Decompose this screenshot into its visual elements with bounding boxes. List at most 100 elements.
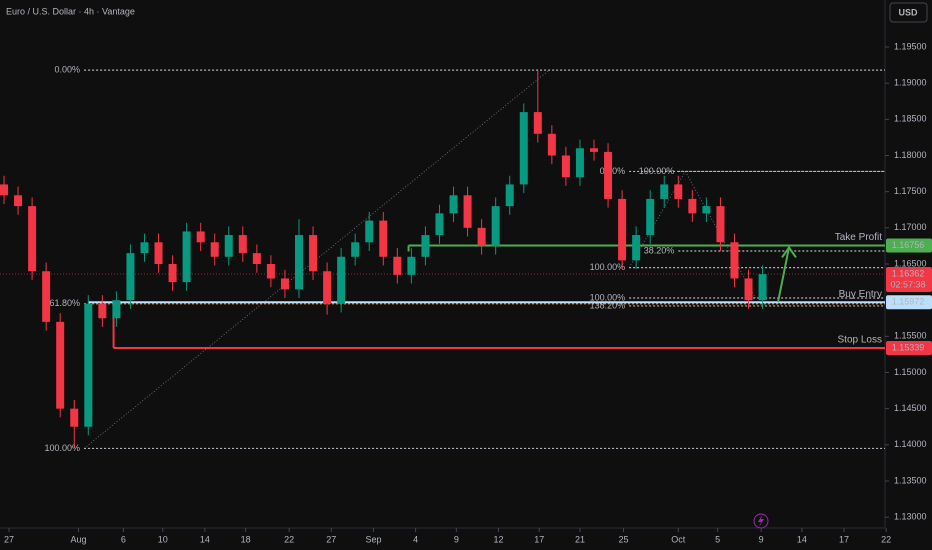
- candle-body: [266, 264, 275, 279]
- candle-body: [716, 206, 725, 243]
- candle-body: [168, 264, 177, 283]
- x-tick-label: 14: [797, 534, 807, 544]
- candle-body: [463, 195, 472, 228]
- candle-body: [744, 278, 753, 301]
- price-tag-label: 1.16756: [892, 240, 925, 250]
- candle-body: [112, 300, 121, 319]
- currency-button[interactable]: [889, 2, 928, 23]
- level-name: Stop Loss: [838, 335, 882, 346]
- fib-label: 0.00%: [600, 166, 626, 176]
- candle-body: [196, 231, 205, 243]
- x-tick-label: 12: [493, 534, 503, 544]
- candle-body: [182, 231, 191, 283]
- fib-label: 100.00%: [45, 443, 81, 453]
- candle-body: [154, 242, 163, 264]
- candle-body: [224, 235, 233, 257]
- price-tag: [886, 295, 932, 310]
- x-tick-label: 22: [284, 534, 294, 544]
- x-tick-label: Sep: [365, 534, 381, 544]
- x-tick-label: 17: [534, 534, 544, 544]
- x-tick-label: 5: [715, 534, 720, 544]
- fib-label: 100.00%: [590, 262, 626, 272]
- candle-body: [0, 184, 8, 196]
- target-arrow: [777, 245, 797, 303]
- candle-body: [365, 220, 374, 243]
- fib-label: 0.00%: [55, 65, 81, 75]
- candle-body: [309, 235, 318, 272]
- x-tick-label: 17: [839, 534, 849, 544]
- candle-body: [84, 303, 93, 427]
- x-tick-label: 4: [413, 534, 418, 544]
- x-tick-label: 10: [158, 534, 168, 544]
- y-tick-label: 1.18500: [894, 114, 927, 124]
- price-tag-label: 1.15339: [892, 342, 925, 352]
- candle-body: [56, 321, 65, 409]
- candle-body: [519, 112, 528, 185]
- candle-body: [702, 206, 711, 214]
- price-tag: [886, 238, 932, 253]
- x-tick-label: 21: [575, 534, 585, 544]
- candle-body: [547, 133, 556, 156]
- candle-body: [421, 235, 430, 257]
- fib-trendline: [83, 69, 550, 449]
- y-tick-label: 1.14500: [894, 403, 927, 413]
- y-tick-label: 1.17500: [894, 186, 927, 196]
- candle-body: [28, 206, 37, 272]
- y-tick-label: 1.19500: [894, 41, 927, 51]
- x-tick-label: 22: [881, 534, 891, 544]
- candle-body: [646, 198, 655, 236]
- fib-label: 61.80%: [50, 298, 81, 308]
- candle-body: [126, 253, 135, 301]
- y-tick-label: 1.16500: [894, 258, 927, 268]
- price-tag: [886, 340, 932, 355]
- x-tick-label: 14: [200, 534, 210, 544]
- candle-body: [435, 213, 444, 236]
- y-tick-label: 1.14000: [894, 439, 927, 449]
- candle-body: [295, 235, 303, 290]
- candle-body: [98, 303, 107, 319]
- fib-label: 138.20%: [590, 300, 626, 310]
- candle-body: [393, 256, 402, 275]
- currency-label[interactable]: USD: [898, 7, 918, 17]
- level-name: Buy Entry: [839, 289, 882, 300]
- candle-body: [351, 242, 360, 257]
- y-tick-label: 1.18000: [894, 150, 927, 160]
- candle-body: [561, 155, 570, 178]
- candle-body: [688, 198, 697, 214]
- x-tick-label: 6: [121, 534, 126, 544]
- candle-body: [379, 220, 388, 257]
- candle-body: [758, 274, 767, 301]
- candle-body: [210, 242, 219, 257]
- candle-body: [505, 184, 514, 207]
- candle-body: [280, 278, 289, 290]
- x-tick-label: 27: [326, 534, 336, 544]
- x-tick-label: Aug: [70, 534, 86, 544]
- fib-label: 100.00%: [639, 166, 675, 176]
- candle-body: [407, 256, 416, 275]
- x-tick-label: 9: [454, 534, 459, 544]
- candle-body: [477, 227, 486, 246]
- x-tick-label: 9: [759, 534, 764, 544]
- candle-body: [323, 271, 332, 304]
- y-tick-label: 1.19000: [894, 78, 927, 88]
- candle-body: [674, 184, 683, 199]
- candle-body: [42, 271, 51, 322]
- fib-label: 38.20%: [644, 245, 675, 255]
- candle-body: [632, 235, 641, 261]
- x-tick-label: Oct: [671, 534, 686, 544]
- x-tick-label: 27: [4, 534, 14, 544]
- candle-body: [575, 148, 584, 178]
- candle-body: [590, 148, 598, 152]
- candle-body: [660, 184, 669, 199]
- candle-body: [252, 253, 261, 264]
- y-tick-label: 1.15500: [894, 331, 927, 341]
- countdown: 02:57:38: [890, 279, 925, 289]
- candle-body: [604, 151, 613, 199]
- candle-body: [238, 235, 247, 254]
- candle-body: [533, 112, 542, 134]
- candle-body: [140, 242, 149, 254]
- candle-body: [618, 198, 627, 261]
- y-tick-label: 1.13000: [894, 512, 927, 522]
